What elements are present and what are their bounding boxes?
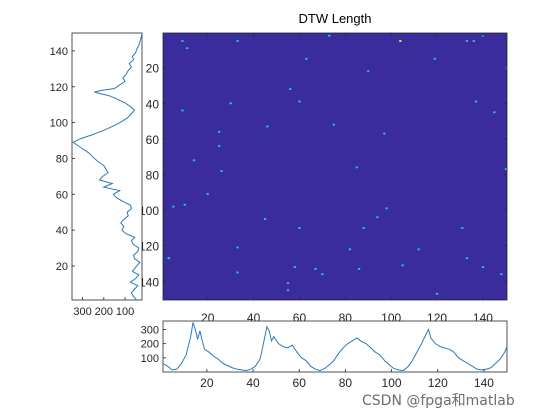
heatmap-y-tick-label: 80 (146, 169, 160, 183)
heatmap-y-tick-label: 100 (139, 204, 159, 218)
left-profile-line (72, 32, 143, 301)
heatmap-cell-43 (167, 257, 170, 260)
heatmap-background (163, 33, 507, 300)
left-x-tick-label: 100 (116, 306, 134, 318)
heatmap-cell-12 (289, 88, 292, 90)
heatmap-cell-15 (474, 100, 478, 103)
heatmap-cell-9 (472, 40, 475, 42)
heatmap-cell-16 (493, 111, 496, 114)
heatmap-cell-20 (332, 123, 335, 126)
heatmap-cell-18 (218, 130, 221, 133)
heatmap-cell-24 (355, 166, 358, 169)
heatmap-cell-33 (362, 227, 365, 229)
heatmap-cell-52 (465, 257, 469, 260)
left-plot-y-ticks: 20 40 60 80 100 120 140 (50, 46, 75, 273)
heatmap-cell-48 (500, 273, 503, 276)
bottom-x-tick-label: 40 (246, 376, 260, 390)
left-y-tick-label: 40 (56, 225, 68, 237)
heatmap-y-tick-label: 60 (146, 133, 160, 147)
heatmap-cell-26 (504, 168, 507, 171)
bottom-y-tick-label: 200 (141, 339, 159, 351)
heatmap-cell-4 (399, 40, 402, 42)
left-y-tick-label: 120 (50, 82, 68, 94)
heatmap-cell-7 (433, 57, 436, 60)
bottom-profile-line (162, 322, 508, 372)
heatmap-cell-32 (376, 216, 379, 219)
heatmap-cell-22 (218, 145, 221, 147)
bottom-y-tick-label: 300 (141, 325, 159, 337)
heatmap-cell-28 (172, 205, 175, 208)
heatmap-cell-46 (401, 264, 404, 267)
heatmap-cell-35 (461, 227, 464, 229)
left-plot-frame (71, 32, 143, 301)
watermark-text: CSDN @fpga和matlab (362, 393, 515, 409)
left-y-tick-label: 100 (50, 118, 68, 130)
heatmap-cell-42 (357, 267, 361, 270)
heatmap-cell-51 (435, 292, 439, 295)
heatmap-cell-23 (192, 159, 196, 162)
heatmap-y-tick-label: 40 (146, 97, 160, 111)
heatmap-cell-44 (321, 273, 324, 276)
heatmap-cell-49 (286, 282, 290, 284)
heatmap-y-tick-label: 140 (139, 275, 159, 289)
bottom-x-tick-label: 60 (293, 376, 307, 390)
heatmap-points (167, 34, 507, 295)
heatmap-cell-14 (229, 102, 232, 105)
bottom-x-tick-label: 100 (382, 376, 402, 390)
bottom-plot-y-ticks: 100 200 300 (141, 325, 166, 365)
dtw-heatmap: 20 40 60 80 100 120 140 20 40 60 80 100 120 140 DTW … (139, 11, 508, 325)
left-x-tick-label: 200 (95, 306, 113, 318)
heatmap-cell-38 (417, 248, 420, 251)
heatmap-cell-0 (181, 40, 184, 42)
heatmap-cell-47 (481, 266, 485, 268)
heatmap-cell-45 (236, 271, 239, 274)
heatmap-frame (162, 32, 508, 301)
left-y-tick-label: 140 (50, 46, 68, 58)
heatmap-cell-1 (185, 47, 189, 50)
bottom-x-tick-label: 120 (428, 376, 448, 390)
bottom-plot-x-ticks: 20 40 60 80 100 120 140 (200, 369, 494, 390)
heatmap-cell-8 (465, 40, 469, 42)
heatmap-cell-2 (236, 40, 239, 42)
heatmap-cell-31 (263, 218, 267, 220)
left-plot-x-ticks: 300 200 100 (73, 297, 134, 318)
heatmap-cell-30 (385, 207, 388, 210)
heatmap-y-tick-label: 20 (146, 62, 160, 76)
heatmap-cell-37 (348, 248, 352, 251)
chart-title: DTW Length (299, 11, 372, 26)
heatmap-cell-13 (298, 100, 301, 103)
heatmap-cell-19 (266, 125, 269, 128)
bottom-plot-frame (162, 320, 508, 373)
heatmap-cell-41 (314, 267, 317, 270)
heatmap-y-ticks: 20 40 60 80 100 120 140 (139, 62, 507, 289)
heatmap-cell-5 (305, 57, 308, 60)
heatmap-cell-50 (286, 289, 290, 292)
heatmap-cell-40 (293, 266, 297, 268)
heatmap-cell-6 (367, 70, 370, 73)
bottom-x-tick-label: 140 (474, 376, 494, 390)
left-x-tick-label: 300 (73, 306, 91, 318)
left-y-tick-label: 60 (56, 189, 68, 201)
heatmap-cell-29 (183, 203, 186, 206)
left-y-tick-label: 20 (56, 261, 68, 273)
left-y-tick-label: 80 (56, 153, 68, 165)
heatmap-y-tick-label: 120 (139, 240, 159, 254)
heatmap-cell-36 (236, 246, 239, 249)
heatmap-cell-21 (383, 132, 386, 135)
heatmap-cell-25 (220, 170, 223, 172)
bottom-x-tick-label: 20 (200, 376, 214, 390)
bottom-profile-plot: 20 40 60 80 100 120 140 100 200 300 (141, 320, 508, 390)
bottom-y-tick-label: 100 (141, 353, 159, 365)
heatmap-cell-17 (181, 109, 184, 112)
heatmap-cell-34 (298, 227, 301, 229)
bottom-x-tick-label: 80 (339, 376, 353, 390)
heatmap-cell-27 (206, 193, 209, 195)
heatmap-cell-3 (328, 34, 331, 37)
